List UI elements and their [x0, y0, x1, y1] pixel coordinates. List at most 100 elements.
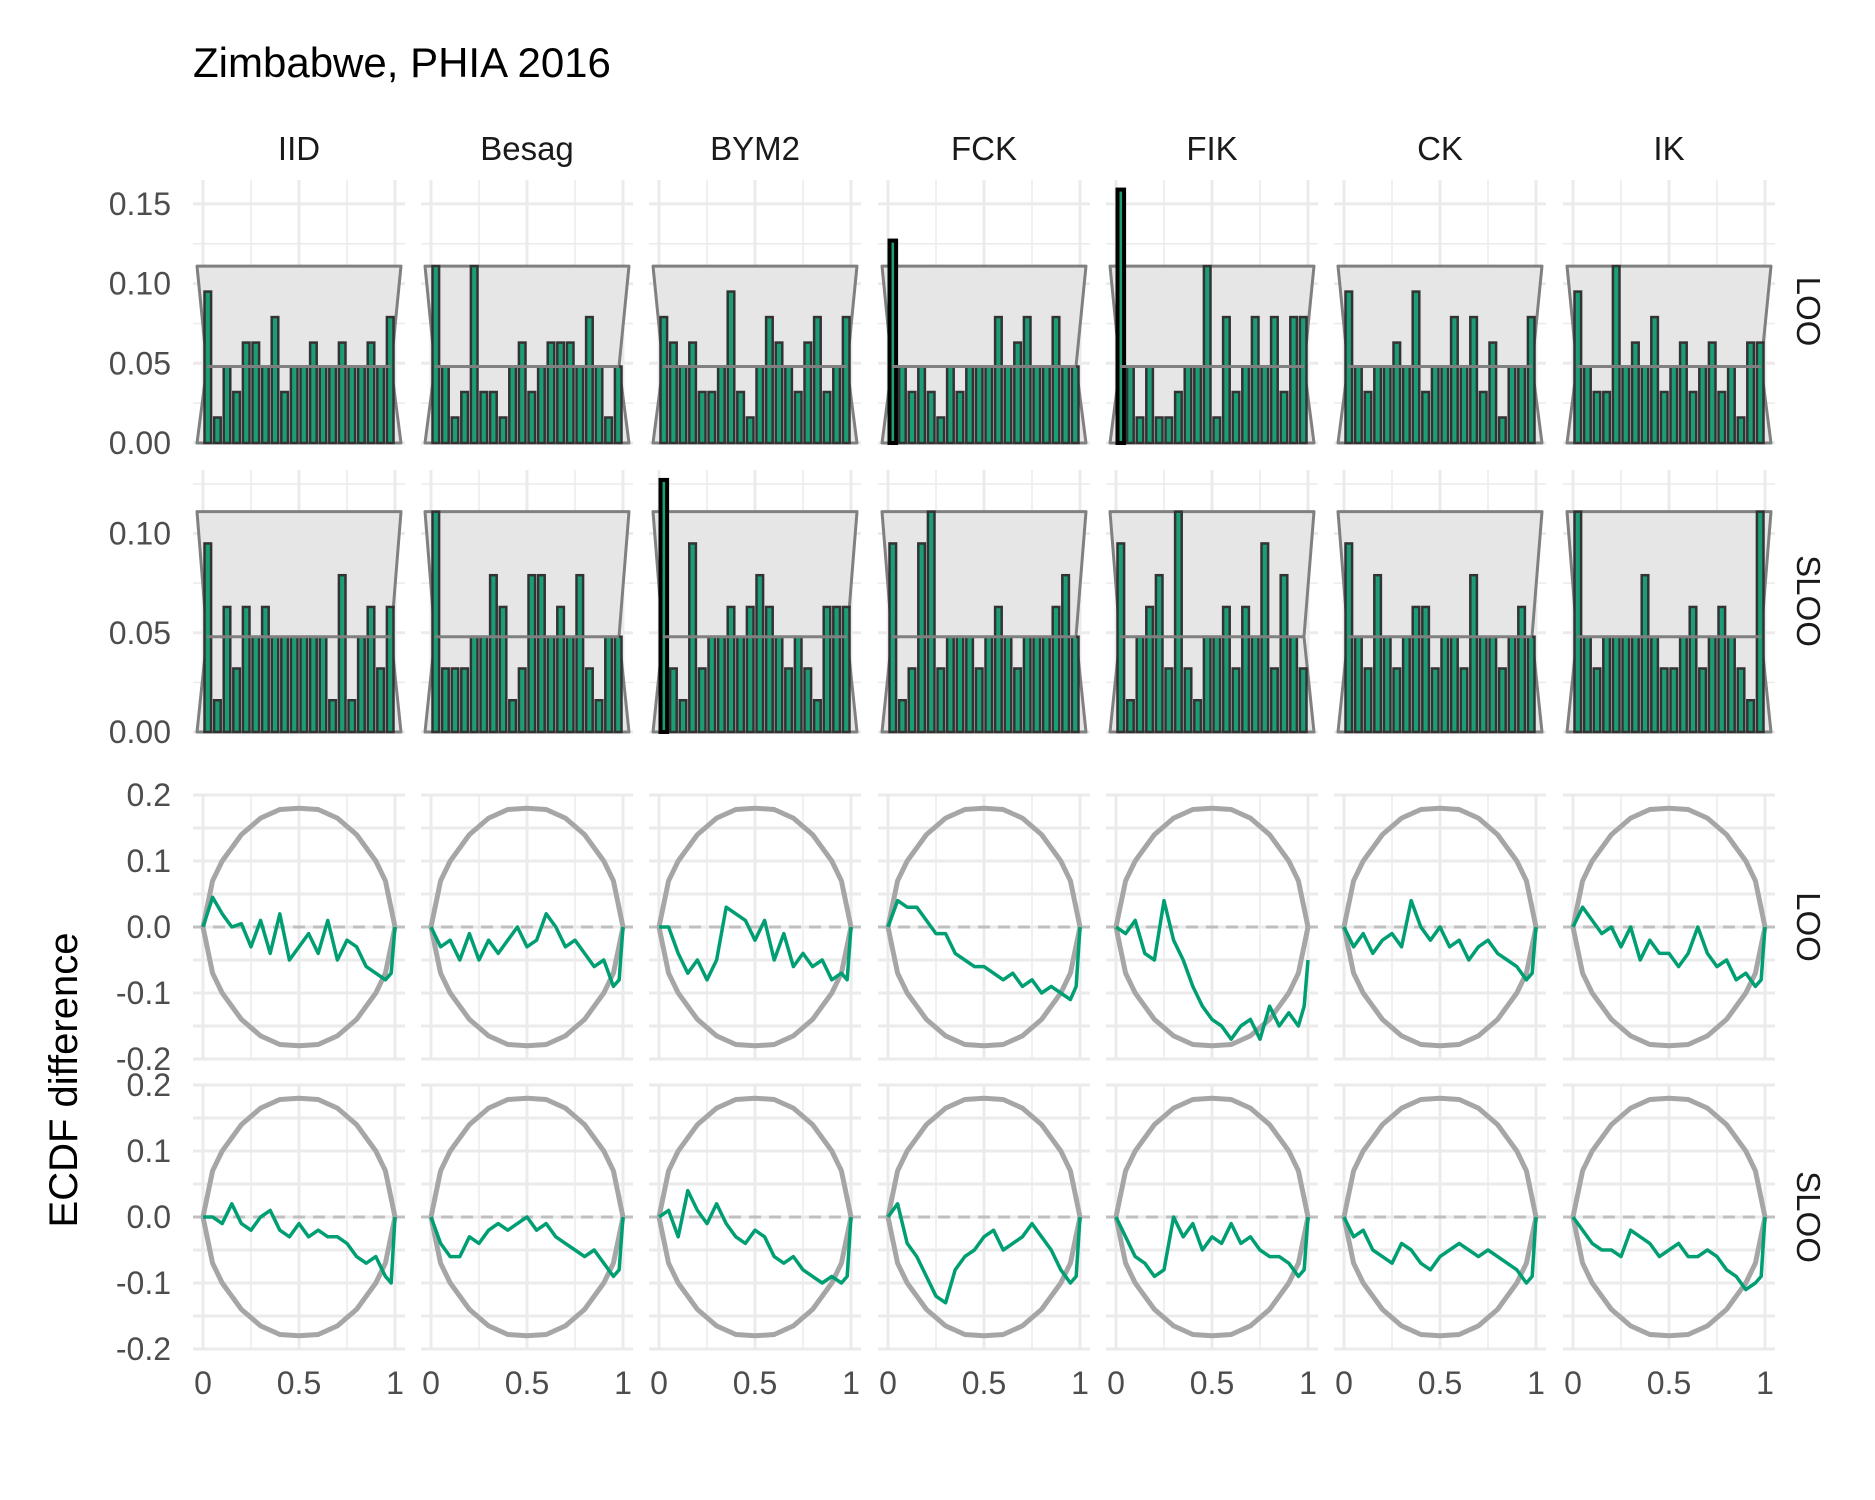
histogram-bar — [907, 667, 917, 734]
histogram-bar — [1289, 315, 1299, 445]
histogram-bar — [469, 264, 479, 445]
histogram-bar — [498, 416, 508, 445]
x-tick-label: 1 — [842, 1365, 860, 1401]
envelope-lower — [1341, 1216, 1539, 1339]
envelope-upper — [1113, 805, 1311, 928]
histogram-bar — [356, 635, 366, 734]
x-tick-label: 0 — [422, 1365, 440, 1401]
histogram-bar — [1755, 341, 1765, 445]
histogram-bar — [1061, 365, 1071, 445]
histogram-bar — [945, 365, 955, 445]
histogram-bar — [1250, 635, 1260, 734]
y-tick-label: 0.2 — [127, 1067, 171, 1103]
histogram-bar — [488, 390, 498, 445]
strip-label-fck: FCK — [951, 130, 1017, 167]
histogram-bar — [1061, 573, 1071, 734]
histogram-bar — [299, 365, 309, 445]
histogram-bar — [793, 635, 803, 734]
histogram-bar — [1070, 365, 1080, 445]
histogram-bar — [431, 510, 441, 734]
x-tick-label: 0 — [879, 1365, 897, 1401]
histogram-bar — [1717, 605, 1727, 734]
histogram-bar — [1640, 573, 1650, 734]
histogram-bar — [822, 605, 832, 734]
y-tick-label: 0.2 — [127, 777, 171, 813]
histogram-bar — [337, 341, 347, 445]
histogram-bar — [1221, 315, 1231, 445]
histogram-bar — [841, 605, 851, 734]
envelope-lower — [428, 926, 626, 1049]
histogram-bar — [440, 667, 450, 734]
histogram-bar — [1746, 698, 1756, 734]
histogram-bar — [241, 605, 251, 734]
histogram-bar — [1003, 365, 1013, 445]
histogram-bar — [1688, 605, 1698, 734]
ecdf-difference-line — [1342, 898, 1538, 982]
envelope-lower — [656, 926, 854, 1049]
histogram-bar — [1241, 605, 1251, 734]
histogram-bar — [707, 390, 717, 445]
histogram-bar — [1526, 635, 1536, 734]
histogram-bar — [1650, 315, 1660, 445]
histogram-bar — [251, 341, 261, 445]
histogram-bar — [1032, 365, 1042, 445]
histogram-bar — [280, 635, 290, 734]
histogram-bar — [1698, 667, 1708, 734]
ecdf-difference-line — [886, 1202, 1082, 1305]
histogram-bar — [1507, 365, 1517, 445]
y-tick-label: 0.00 — [109, 425, 171, 461]
histogram-bar — [1363, 390, 1373, 445]
envelope-lower — [1113, 926, 1311, 1049]
histogram-bar — [1459, 365, 1469, 445]
histogram-bar — [1611, 635, 1621, 734]
histogram-bar — [678, 365, 688, 445]
row-label-sloo: SLOO — [1790, 1171, 1827, 1263]
histogram-bar — [431, 264, 441, 445]
histogram-bar — [1241, 365, 1251, 445]
histogram-bar — [955, 390, 965, 445]
histogram-bar — [1669, 667, 1679, 734]
histogram-bar — [594, 365, 604, 445]
histogram-bar — [460, 667, 470, 734]
histogram-bar — [822, 390, 832, 445]
histogram-bar — [575, 365, 585, 445]
histogram-bar — [450, 416, 460, 445]
y-tick-label: 0.0 — [127, 909, 171, 945]
histogram-bar — [726, 605, 736, 734]
histogram-bar — [668, 667, 678, 734]
histogram-bar — [280, 390, 290, 445]
histogram-bar — [1392, 341, 1402, 445]
ecdf-difference-line — [429, 912, 625, 989]
histogram-bar — [1688, 390, 1698, 445]
histogram-bar — [584, 315, 594, 445]
histogram-bar — [1755, 510, 1765, 734]
histogram-bar — [1469, 573, 1479, 734]
histogram-bar — [376, 667, 386, 734]
histogram-bar — [1115, 187, 1127, 445]
histogram-bar — [993, 605, 1003, 734]
histogram-bar — [926, 390, 936, 445]
histogram-bar — [251, 635, 261, 734]
histogram-bar — [527, 573, 537, 734]
histogram-bar — [755, 573, 765, 734]
histogram-bar — [1582, 365, 1592, 445]
histogram-bar — [488, 573, 498, 734]
x-tick-label: 0.5 — [505, 1365, 549, 1401]
strip-label-besag: Besag — [480, 130, 574, 167]
histogram-bar — [1488, 635, 1498, 734]
histogram-bar — [1736, 667, 1746, 734]
y-tick-label: 0.15 — [109, 186, 171, 222]
envelope-upper — [885, 805, 1083, 928]
histogram-bar — [803, 341, 813, 445]
histogram-bar — [984, 635, 994, 734]
histogram-bar — [356, 365, 366, 445]
histogram-bar — [594, 698, 604, 734]
histogram-bar — [1621, 635, 1631, 734]
y-tick-label: 0.1 — [127, 1133, 171, 1169]
histogram-bar — [658, 477, 670, 735]
histogram-bar — [1488, 341, 1498, 445]
histogram-bar — [716, 635, 726, 734]
histogram-bar — [347, 698, 357, 734]
ecdf-difference-line — [1115, 898, 1310, 1041]
